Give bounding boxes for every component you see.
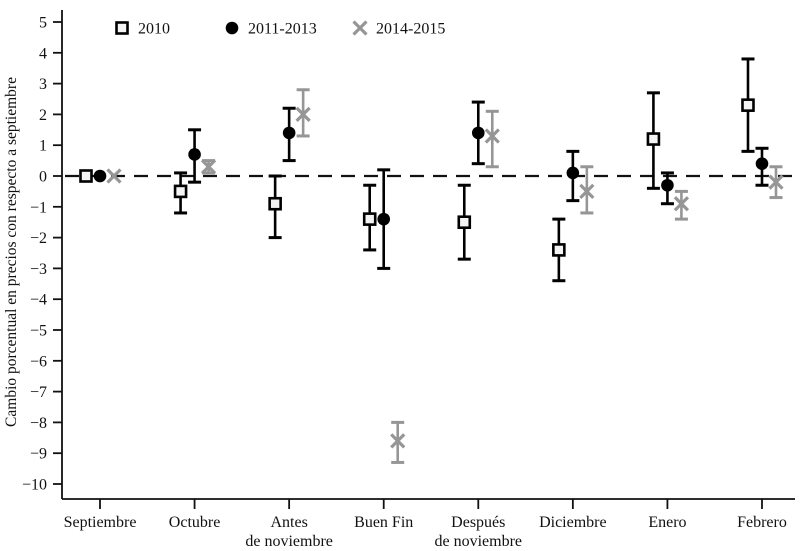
x-axis-ticks: Septiembre Octubre Antes de noviembre Buen F… bbox=[64, 499, 787, 550]
x-tick-label: Después bbox=[451, 514, 505, 531]
marker-filled-circle bbox=[188, 148, 201, 161]
x-tick-label: de noviembre bbox=[435, 533, 523, 550]
marker-x-cross bbox=[673, 196, 690, 212]
marker-open-square bbox=[741, 98, 755, 112]
marker-filled-circle bbox=[755, 157, 769, 170]
y-tick-label: −9 bbox=[30, 446, 47, 463]
marker-filled-circle bbox=[282, 126, 296, 140]
marker-open-square bbox=[646, 132, 661, 146]
y-tick-label: −7 bbox=[30, 384, 47, 401]
y-tick-label: −4 bbox=[30, 292, 47, 309]
y-axis-title: Cambio porcentual en precios con respect… bbox=[3, 77, 20, 427]
series-2011-2013 bbox=[93, 100, 769, 270]
marker-filled-circle bbox=[377, 212, 391, 226]
marker-x-cross bbox=[295, 106, 311, 123]
y-tick-label: 2 bbox=[39, 107, 47, 124]
series-2014-2015 bbox=[106, 88, 784, 464]
x-tick-label: Enero bbox=[648, 514, 686, 531]
y-tick-label: 5 bbox=[39, 15, 47, 32]
marker-open-square bbox=[115, 21, 129, 35]
x-tick-label: Diciembre bbox=[539, 514, 607, 531]
marker-filled-circle bbox=[661, 178, 674, 192]
marker-open-square bbox=[268, 196, 282, 211]
legend-label: 2011-2013 bbox=[248, 21, 317, 38]
marker-x-cross bbox=[390, 433, 406, 449]
marker-filled-circle bbox=[225, 21, 239, 35]
y-tick-label: 3 bbox=[39, 76, 47, 93]
marker-x-cross bbox=[768, 174, 784, 190]
marker-x-cross bbox=[200, 159, 217, 175]
y-tick-label: 4 bbox=[39, 45, 47, 62]
legend: 2010 2011-2013 2014-2015 bbox=[115, 20, 445, 38]
y-tick-label: −8 bbox=[30, 415, 47, 432]
x-tick-label: de noviembre bbox=[245, 533, 333, 550]
marker-filled-circle bbox=[566, 166, 580, 180]
marker-x-cross bbox=[106, 168, 122, 184]
x-tick-label: Buen Fin bbox=[354, 514, 413, 531]
y-tick-label: −1 bbox=[30, 199, 47, 216]
marker-x-cross bbox=[352, 20, 368, 36]
marker-open-square bbox=[79, 169, 93, 183]
marker-filled-circle bbox=[93, 169, 107, 183]
y-tick-label: 1 bbox=[39, 138, 47, 155]
y-tick-label: −10 bbox=[22, 477, 47, 494]
legend-label: 2010 bbox=[138, 21, 170, 38]
y-tick-label: 0 bbox=[39, 169, 47, 186]
x-tick-label: Octubre bbox=[169, 514, 221, 531]
y-tick-label: −6 bbox=[30, 353, 47, 370]
marker-x-cross bbox=[484, 128, 500, 144]
y-axis-title-label: Cambio porcentual en precios con respect… bbox=[3, 77, 20, 427]
x-tick-label: Antes bbox=[270, 514, 307, 531]
marker-open-square bbox=[552, 243, 566, 257]
y-axis-ticks: 5 4 3 2 1 0 −1 −2 −3 −4 −5 −6 −7 −8 −9 −10 bbox=[22, 15, 62, 494]
marker-open-square bbox=[457, 215, 472, 229]
y-tick-label: −3 bbox=[30, 261, 47, 278]
marker-filled-circle bbox=[471, 126, 485, 140]
series-2010 bbox=[79, 57, 755, 283]
x-tick-label: Septiembre bbox=[64, 514, 137, 531]
y-tick-label: −2 bbox=[30, 230, 47, 247]
marker-open-square bbox=[362, 212, 377, 226]
axes bbox=[61, 10, 795, 500]
marker-x-cross bbox=[579, 183, 595, 200]
legend-label: 2014-2015 bbox=[376, 21, 445, 38]
y-tick-label: −5 bbox=[30, 323, 47, 340]
marker-open-square bbox=[173, 184, 188, 199]
x-tick-label: Febrero bbox=[737, 514, 787, 531]
